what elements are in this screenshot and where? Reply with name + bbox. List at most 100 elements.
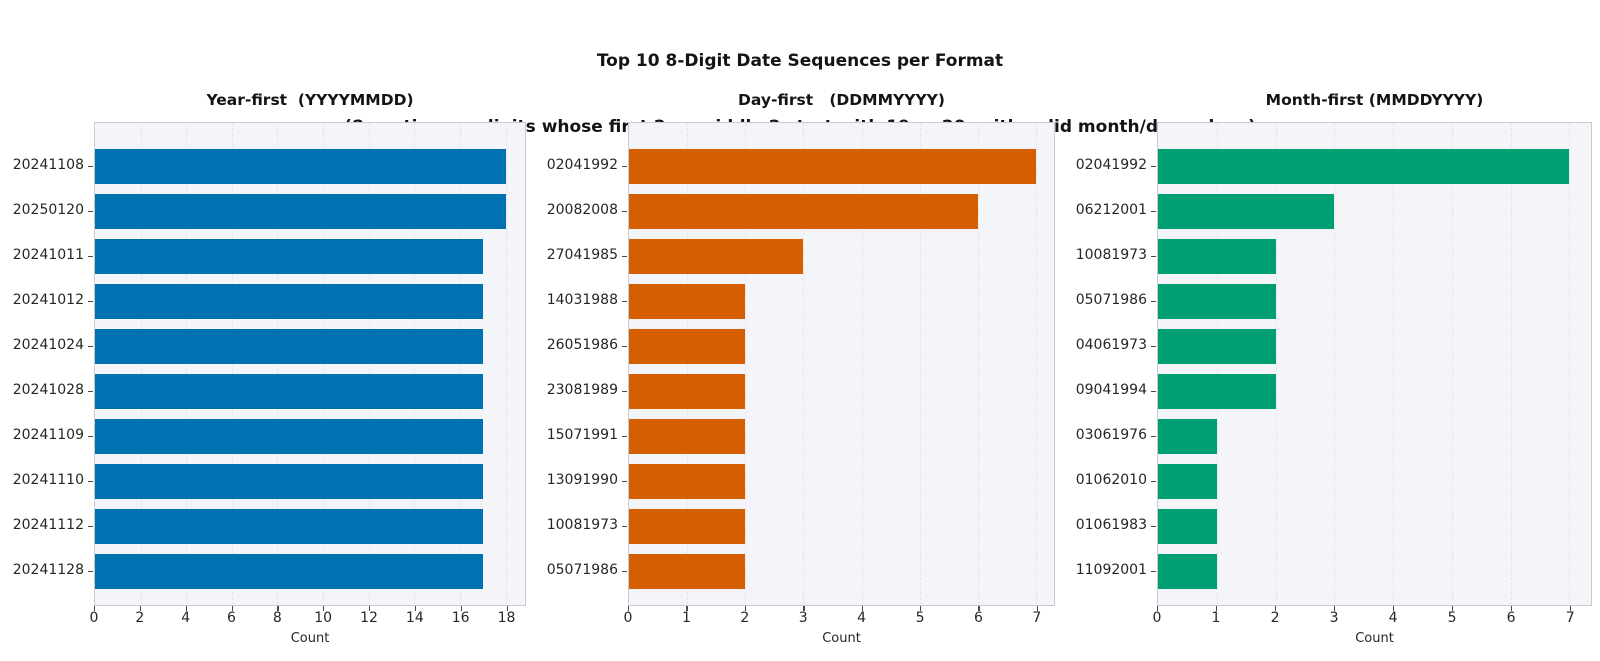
x-tick-label: 2 bbox=[1270, 610, 1280, 626]
x-axis-label: Count bbox=[290, 631, 330, 646]
x-tick-label: 3 bbox=[798, 610, 808, 626]
bar bbox=[95, 509, 483, 544]
bar bbox=[95, 194, 506, 229]
gridline bbox=[505, 123, 507, 605]
x-tick-label: 6 bbox=[974, 610, 983, 626]
gridline bbox=[1275, 123, 1277, 605]
x-tick-label: 6 bbox=[227, 610, 236, 626]
y-tick-label: 20241028 bbox=[12, 382, 84, 398]
gridline bbox=[1451, 123, 1453, 605]
x-tick-mark bbox=[1275, 606, 1277, 611]
x-tick-label: 2 bbox=[135, 610, 145, 626]
y-tick-mark bbox=[88, 525, 93, 527]
y-tick-label: 11092001 bbox=[1075, 562, 1147, 578]
y-tick-mark bbox=[1151, 210, 1156, 212]
y-tick-mark bbox=[1151, 480, 1156, 482]
x-tick-label: 7 bbox=[1032, 610, 1042, 626]
y-tick-mark bbox=[1151, 300, 1156, 302]
x-tick-mark bbox=[803, 606, 805, 611]
bar bbox=[1158, 329, 1276, 364]
plot-area bbox=[628, 122, 1055, 606]
y-tick-label: 10081973 bbox=[1075, 247, 1147, 263]
gridline bbox=[861, 123, 863, 605]
x-tick-mark bbox=[460, 606, 462, 611]
bar bbox=[95, 149, 506, 184]
bar bbox=[1158, 374, 1276, 409]
y-tick-label: 10081973 bbox=[546, 517, 618, 533]
y-tick-label: 01061983 bbox=[1075, 517, 1147, 533]
y-tick-mark bbox=[88, 255, 93, 257]
x-axis-label: Count bbox=[822, 631, 861, 646]
gridline bbox=[1035, 123, 1037, 605]
bar bbox=[629, 329, 746, 364]
x-tick-label: 1 bbox=[681, 610, 691, 626]
x-tick-mark bbox=[369, 606, 371, 611]
x-tick-mark bbox=[185, 606, 187, 611]
x-tick-mark bbox=[506, 606, 508, 611]
x-tick-label: 14 bbox=[405, 610, 424, 626]
bar bbox=[1158, 284, 1276, 319]
gridline bbox=[323, 123, 325, 605]
x-tick-label: 3 bbox=[1329, 610, 1339, 626]
y-tick-mark bbox=[1151, 345, 1156, 347]
y-tick-label: 02041992 bbox=[1075, 157, 1147, 173]
y-tick-label: 26051986 bbox=[546, 337, 618, 353]
x-axis-label: Count bbox=[1355, 631, 1394, 646]
y-tick-mark bbox=[622, 345, 627, 347]
chart-title: Year-first (YYYYMMDD) bbox=[206, 91, 414, 109]
y-tick-label: 20082008 bbox=[546, 202, 618, 218]
bar bbox=[95, 329, 483, 364]
plot-area bbox=[94, 122, 526, 606]
x-tick-label: 2 bbox=[740, 610, 750, 626]
y-tick-mark bbox=[622, 570, 627, 572]
y-tick-label: 13091990 bbox=[546, 472, 618, 488]
y-tick-mark bbox=[88, 480, 93, 482]
x-tick-label: 5 bbox=[915, 610, 925, 626]
x-tick-label: 0 bbox=[1152, 610, 1162, 626]
x-tick-mark bbox=[1036, 606, 1039, 611]
chart-title: Month-first (MMDDYYYY) bbox=[1265, 91, 1484, 109]
x-tick-label: 10 bbox=[314, 610, 333, 626]
gridline bbox=[977, 123, 979, 605]
bar bbox=[95, 374, 483, 409]
bar bbox=[1158, 464, 1217, 499]
y-tick-label: 05071986 bbox=[1075, 292, 1147, 308]
y-tick-mark bbox=[622, 300, 627, 302]
x-tick-mark bbox=[920, 606, 922, 611]
y-tick-label: 20250120 bbox=[12, 202, 84, 218]
gridline bbox=[1569, 123, 1571, 605]
x-tick-label: 0 bbox=[89, 610, 99, 626]
y-tick-label: 20241112 bbox=[12, 517, 84, 533]
x-tick-mark bbox=[277, 606, 279, 611]
plot-area bbox=[1157, 122, 1592, 606]
y-tick-mark bbox=[622, 255, 627, 257]
gridline bbox=[186, 123, 188, 605]
x-tick-label: 8 bbox=[272, 610, 282, 626]
y-tick-label: 15071991 bbox=[546, 427, 618, 443]
x-tick-mark bbox=[1334, 606, 1336, 611]
x-tick-label: 4 bbox=[1388, 610, 1398, 626]
y-tick-label: 04061973 bbox=[1075, 337, 1147, 353]
gridline bbox=[1334, 123, 1336, 605]
y-tick-mark bbox=[1151, 165, 1156, 167]
gridline bbox=[140, 123, 142, 605]
bar bbox=[629, 509, 746, 544]
y-tick-label: 27041985 bbox=[546, 247, 618, 263]
gridline bbox=[745, 123, 747, 605]
y-tick-label: 01062010 bbox=[1075, 472, 1147, 488]
bar bbox=[1158, 554, 1217, 589]
gridline bbox=[803, 123, 805, 605]
x-tick-mark bbox=[978, 606, 980, 611]
x-tick-label: 1 bbox=[1211, 610, 1221, 626]
y-tick-label: 20241108 bbox=[12, 157, 84, 173]
x-tick-mark bbox=[414, 606, 417, 611]
y-tick-mark bbox=[88, 390, 93, 392]
x-tick-label: 7 bbox=[1565, 610, 1575, 626]
bar bbox=[95, 464, 483, 499]
y-tick-mark bbox=[1151, 390, 1156, 392]
y-tick-mark bbox=[1151, 570, 1156, 572]
bar bbox=[629, 374, 746, 409]
gridline bbox=[1510, 123, 1512, 605]
x-tick-mark bbox=[231, 606, 233, 611]
x-tick-mark bbox=[1393, 606, 1395, 611]
